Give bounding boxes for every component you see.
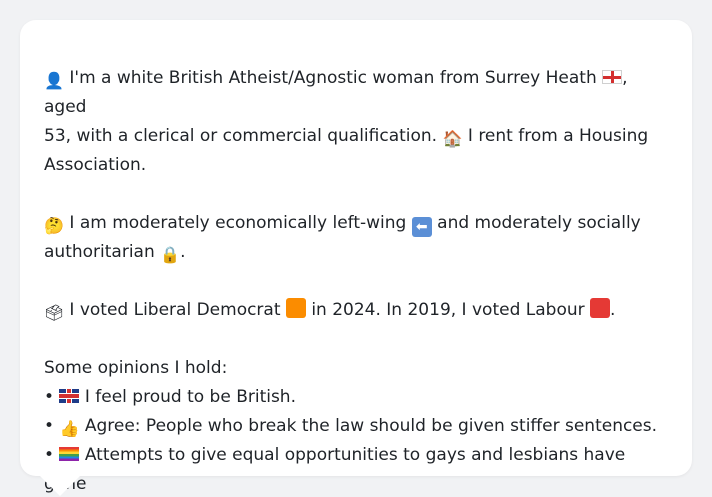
profile-text: 👤 I'm a white British Atheist/Agnostic w… [44,64,668,497]
lock-icon: 🔒 [160,245,181,264]
profile-line-2: 53, with a clerical or commercial qualif… [44,126,649,148]
chat-bubble: 👤 I'm a white British Atheist/Agnostic w… [20,20,692,494]
rainbow-flag-icon [59,447,80,461]
spacer [44,180,668,209]
votes-line: 🗳 I voted Liberal Democrat in 2024. In 2… [44,298,616,322]
politics-line-1: 🤔 I am moderately economically left-wing… [44,213,641,237]
spacer [44,267,668,296]
thinking-face-icon: 🤔 [44,216,64,235]
profile-line-1: 👤 I'm a white British Atheist/Agnostic w… [44,68,628,117]
opinion-item: • I feel proud to be British. [44,387,296,407]
opinions-heading: Some opinions I hold: [44,358,228,378]
left-arrow-icon: ⬅ [411,217,432,237]
opinion-item: • Attempts to give equal opportunities t… [44,445,626,494]
politics-line-2: authoritarian 🔒. [44,242,186,264]
opinion-item: • 👍 Agree: People who break the law shou… [44,416,658,438]
thumbs-up-icon: 👍 [59,419,80,438]
uk-flag-icon [59,389,80,403]
bust-in-silhouette-icon: 👤 [44,71,64,90]
chat-bubble-tail [40,476,80,496]
orange-square-icon [285,298,306,318]
red-square-icon [590,298,611,318]
house-icon: 🏠 [442,129,463,148]
spacer [44,325,668,354]
profile-line-3: Association. [44,155,147,175]
ballot-box-icon: 🗳 [44,303,65,322]
england-flag-icon [602,70,623,84]
